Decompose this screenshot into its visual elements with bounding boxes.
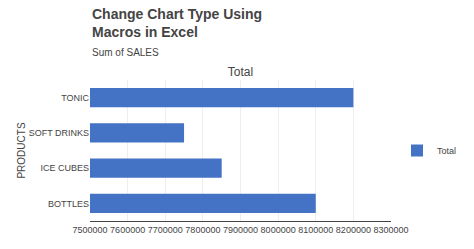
svg-text:Change Chart Type Using: Change Chart Type Using: [92, 6, 262, 22]
svg-text:Sum of SALES: Sum of SALES: [92, 47, 159, 58]
svg-text:PRODUCTS: PRODUCTS: [16, 122, 27, 178]
svg-text:BOTTLES: BOTTLES: [48, 199, 89, 209]
svg-text:8300000: 8300000: [373, 225, 408, 235]
svg-text:7700000: 7700000: [148, 225, 183, 235]
svg-text:SOFT DRINKS: SOFT DRINKS: [29, 128, 89, 138]
svg-text:Total: Total: [228, 65, 253, 79]
svg-text:Total: Total: [437, 146, 456, 156]
svg-text:8100000: 8100000: [298, 225, 333, 235]
svg-text:Macros in Excel: Macros in Excel: [92, 24, 198, 40]
svg-text:7800000: 7800000: [185, 225, 220, 235]
svg-text:7900000: 7900000: [223, 225, 258, 235]
svg-text:8000000: 8000000: [261, 225, 296, 235]
svg-text:ICE CUBES: ICE CUBES: [40, 163, 89, 173]
svg-text:7600000: 7600000: [110, 225, 145, 235]
svg-text:8200000: 8200000: [336, 225, 371, 235]
svg-text:7500000: 7500000: [72, 225, 107, 235]
svg-text:TONIC: TONIC: [61, 93, 89, 103]
